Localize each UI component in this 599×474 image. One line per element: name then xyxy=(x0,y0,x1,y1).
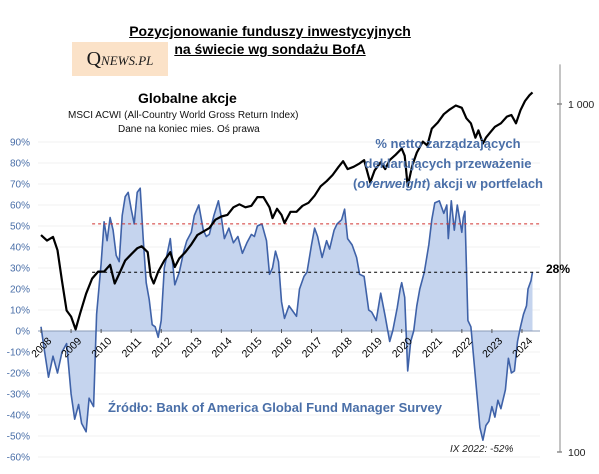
left-tick-label: 30% xyxy=(10,264,30,275)
index-legend-line-1: MSCI ACWI (All-Country World Gross Retur… xyxy=(68,110,299,121)
index-legend-line-2: Dane na koniec mies. Oś prawa xyxy=(118,124,260,135)
overweight-line xyxy=(40,187,534,441)
annotation-line-2: deklarujących przeważenie xyxy=(364,156,532,171)
left-tick-label: -30% xyxy=(7,390,30,401)
logo-q: Q xyxy=(86,48,102,70)
x-axis-ticks: 2008 2009 2010 2011 2012 2013 2014 2015 2016 2017… xyxy=(29,329,535,360)
x-tick-label: 2011 xyxy=(120,335,145,360)
source-text: Źródło: Bank of America Global Fund Mana… xyxy=(108,400,442,415)
minimum-note: IX 2022: -52% xyxy=(450,444,514,455)
left-tick-label: -50% xyxy=(7,432,30,443)
left-tick-label: 80% xyxy=(10,159,30,170)
x-tick-label: 2015 xyxy=(240,335,265,360)
left-tick-label: -40% xyxy=(7,411,30,422)
reference-lines xyxy=(92,223,540,273)
annotation-line-3-pre: ( xyxy=(352,176,358,191)
series-annotation: % netto zarządzających deklarujących prz… xyxy=(348,134,548,194)
x-tick-label: 2019 xyxy=(360,335,385,360)
left-tick-label: 40% xyxy=(10,243,30,254)
index-legend-note: MSCI ACWI (All-Country World Gross Retur… xyxy=(68,109,298,137)
logo-rest: NEWS.PL xyxy=(101,53,154,68)
right-axis-ticks: 1 000 100 xyxy=(557,64,594,459)
left-tick-label: 90% xyxy=(10,138,30,149)
x-tick-label: 2017 xyxy=(300,335,325,360)
x-tick-label: 2012 xyxy=(149,335,174,360)
left-tick-label: 10% xyxy=(10,306,30,317)
title-line-1: Pozycjonowanie funduszy inwestycyjnych xyxy=(129,23,411,39)
annotation-line-1: % netto zarządzających xyxy=(375,136,521,151)
index-line xyxy=(40,91,534,331)
left-tick-label: 70% xyxy=(10,180,30,191)
left-tick-label: -10% xyxy=(7,348,30,359)
annotation-overweight: overweight xyxy=(357,176,426,191)
x-tick-label: 2018 xyxy=(330,335,355,360)
right-tick-label: 100 xyxy=(568,447,586,459)
index-legend-title: Globalne akcje xyxy=(138,90,237,106)
qnews-logo: QNEWS.PL xyxy=(72,42,168,76)
right-tick-label: 1 000 xyxy=(568,99,594,111)
left-tick-label: -60% xyxy=(7,453,30,464)
left-tick-label: 60% xyxy=(10,201,30,212)
x-tick-label: 2021 xyxy=(420,335,445,360)
x-tick-label: 2016 xyxy=(270,335,295,360)
left-axis-ticks: 90% 80% 70% 60% 50% 40% 30% 20% 10% 0% -10% -20% -30… xyxy=(7,138,30,464)
x-tick-label: 2013 xyxy=(180,335,205,360)
title-line-2: na świecie wg sondażu BofA xyxy=(174,41,366,57)
annotation-line-3-post: ) akcji w portfelach xyxy=(425,176,543,191)
area-layer xyxy=(38,187,540,441)
left-tick-label: -20% xyxy=(7,369,30,380)
left-tick-label: 50% xyxy=(10,222,30,233)
last-value-label: 28% xyxy=(546,262,571,276)
annotation-line-3: (overweight) akcji w portfelach xyxy=(348,174,548,194)
x-tick-label: 2014 xyxy=(210,335,235,360)
chart-title: Pozycjonowanie funduszy inwestycyjnych n… xyxy=(120,22,420,58)
left-tick-label: 20% xyxy=(10,285,30,296)
index-layer xyxy=(40,91,534,331)
left-tick-label: 0% xyxy=(16,327,31,338)
